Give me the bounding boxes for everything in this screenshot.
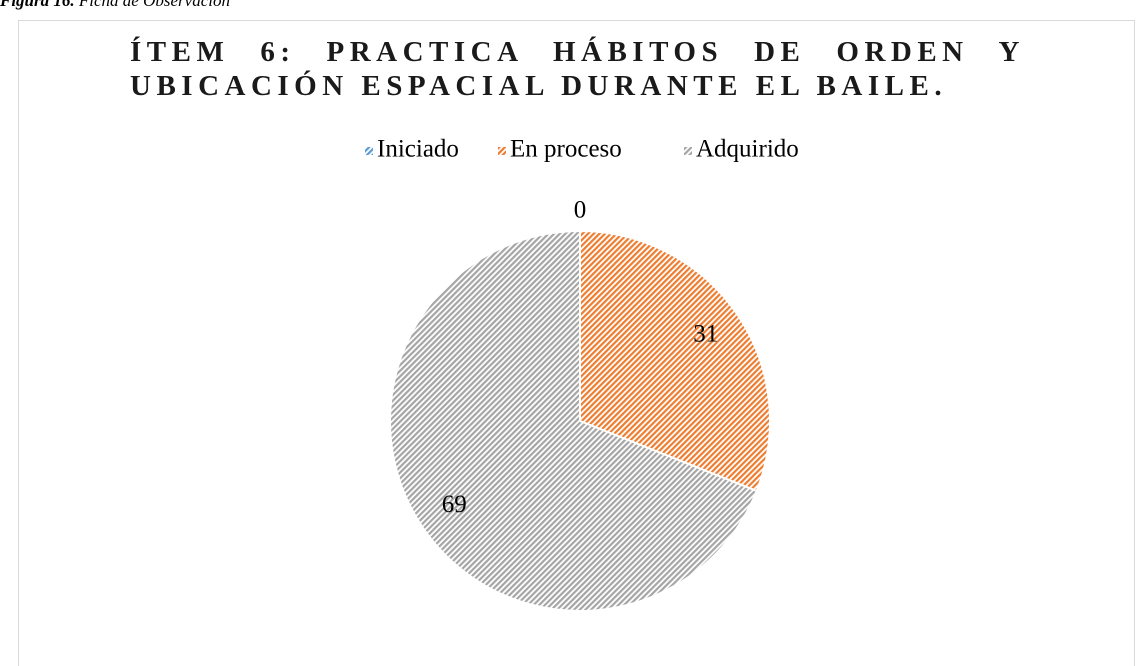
legend-swatch bbox=[365, 147, 373, 155]
pie-slice bbox=[389, 229, 758, 612]
chart-title: ÍTEM 6: PRACTICA HÁBITOS DE ORDEN Y UBIC… bbox=[130, 36, 1025, 102]
legend-swatch bbox=[498, 147, 506, 155]
chart-frame bbox=[18, 20, 1135, 666]
caption: Figura 16. Ficha de Observación bbox=[0, 0, 230, 11]
caption-label: Figura 16. bbox=[0, 0, 75, 10]
legend-label: Iniciado bbox=[377, 136, 459, 163]
pie-slice bbox=[579, 229, 771, 493]
legend-label: Adquirido bbox=[696, 136, 799, 163]
caption-text: Ficha de Observación bbox=[78, 0, 230, 10]
data-label: 31 bbox=[693, 320, 718, 347]
legend-label: En proceso bbox=[510, 136, 622, 163]
legend-swatch bbox=[684, 147, 692, 155]
data-label: 69 bbox=[442, 491, 467, 518]
data-label: 0 bbox=[574, 197, 587, 224]
